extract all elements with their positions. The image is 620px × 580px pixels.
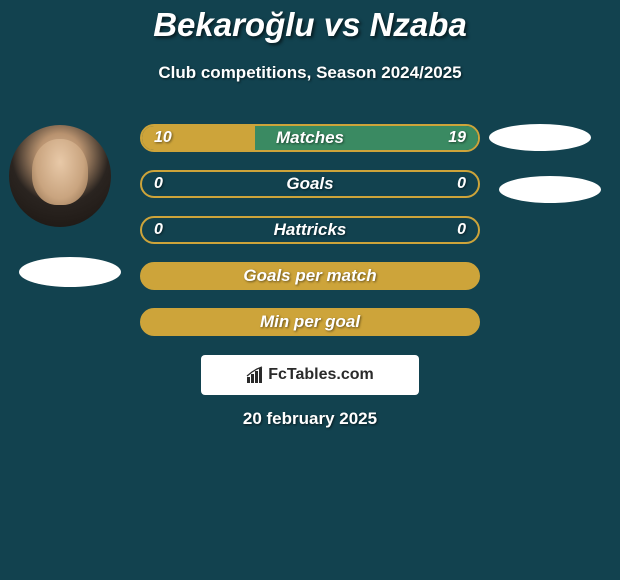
stat-value-right: 0 bbox=[457, 175, 466, 193]
comparison-title: Bekaroğlu vs Nzaba bbox=[0, 6, 620, 44]
stat-label: Goals per match bbox=[142, 266, 478, 286]
stat-value-right: 0 bbox=[457, 221, 466, 239]
player2-club-logo-b bbox=[499, 176, 601, 203]
stat-row: Goals per match bbox=[140, 262, 480, 290]
comparison-subtitle: Club competitions, Season 2024/2025 bbox=[0, 63, 620, 83]
stat-row: Matches10 19 bbox=[140, 124, 480, 152]
snapshot-date: 20 february 2025 bbox=[0, 409, 620, 429]
stat-value-left: 0 bbox=[154, 175, 163, 193]
stat-row: Goals0 0 bbox=[140, 170, 480, 198]
stat-row: Hattricks0 0 bbox=[140, 216, 480, 244]
stat-label: Goals bbox=[142, 174, 478, 194]
stat-value-left: 0 bbox=[154, 221, 163, 239]
stat-row: Min per goal bbox=[140, 308, 480, 336]
player2-club-logo-a bbox=[489, 124, 591, 151]
player1-avatar bbox=[9, 125, 111, 227]
player1-club-logo bbox=[19, 257, 121, 287]
stat-label: Hattricks bbox=[142, 220, 478, 240]
stat-label: Matches bbox=[142, 128, 478, 148]
fctables-logo-text: FcTables.com bbox=[268, 366, 374, 384]
stat-value-left: 10 bbox=[154, 129, 172, 147]
stat-label: Min per goal bbox=[142, 312, 478, 332]
bar-chart-icon bbox=[246, 366, 264, 384]
fctables-logo: FcTables.com bbox=[201, 355, 419, 395]
stat-value-right: 19 bbox=[448, 129, 466, 147]
